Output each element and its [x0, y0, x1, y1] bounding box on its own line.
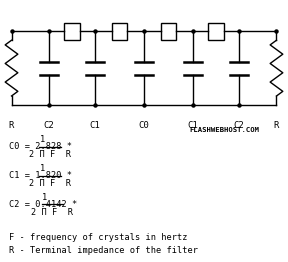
Text: 2 Π F  R: 2 Π F R	[29, 179, 71, 188]
Bar	[208, 23, 224, 40]
Text: R: R	[274, 121, 279, 129]
Text: C1: C1	[187, 121, 198, 129]
Text: C2: C2	[43, 121, 54, 129]
Text: R - Terminal impedance of the filter: R - Terminal impedance of the filter	[9, 246, 198, 255]
Text: 2 Π F  R: 2 Π F R	[31, 208, 73, 217]
Bar	[64, 23, 80, 40]
Text: C1 = 1.820 *: C1 = 1.820 *	[9, 171, 77, 180]
Text: C2 = 0.4142 *: C2 = 0.4142 *	[9, 200, 82, 209]
Text: 2 Π F  R: 2 Π F R	[29, 150, 71, 159]
Text: C2: C2	[234, 121, 245, 129]
Text: FLASHWEBHOST.COM: FLASHWEBHOST.COM	[190, 127, 260, 133]
Text: 1: 1	[42, 193, 48, 201]
Text: R: R	[9, 121, 14, 129]
Text: C0: C0	[139, 121, 149, 129]
Bar	[161, 23, 176, 40]
Text: C0 = 2.828 *: C0 = 2.828 *	[9, 142, 77, 151]
Text: 1: 1	[40, 135, 46, 144]
Text: F - frequency of crystals in hertz: F - frequency of crystals in hertz	[9, 233, 187, 242]
Text: 1: 1	[40, 164, 46, 173]
Text: C1: C1	[90, 121, 101, 129]
Bar	[112, 23, 127, 40]
